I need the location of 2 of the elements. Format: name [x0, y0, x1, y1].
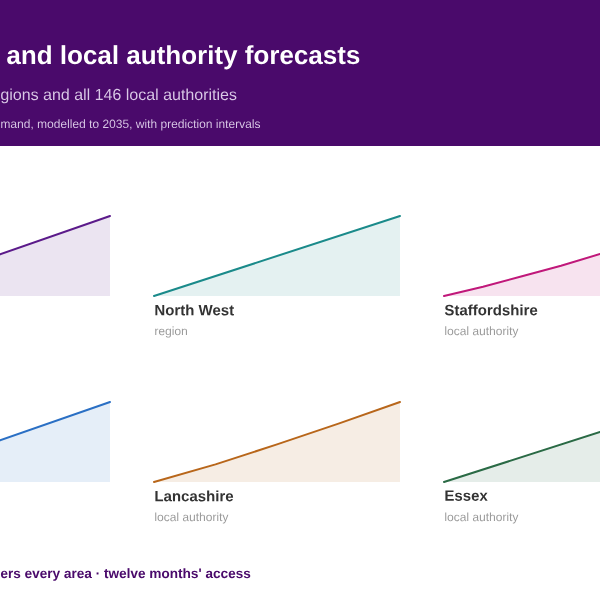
text: and local authority forecasts — [7, 45, 360, 70]
text: gions and all 146 local authorities — [1, 88, 237, 104]
